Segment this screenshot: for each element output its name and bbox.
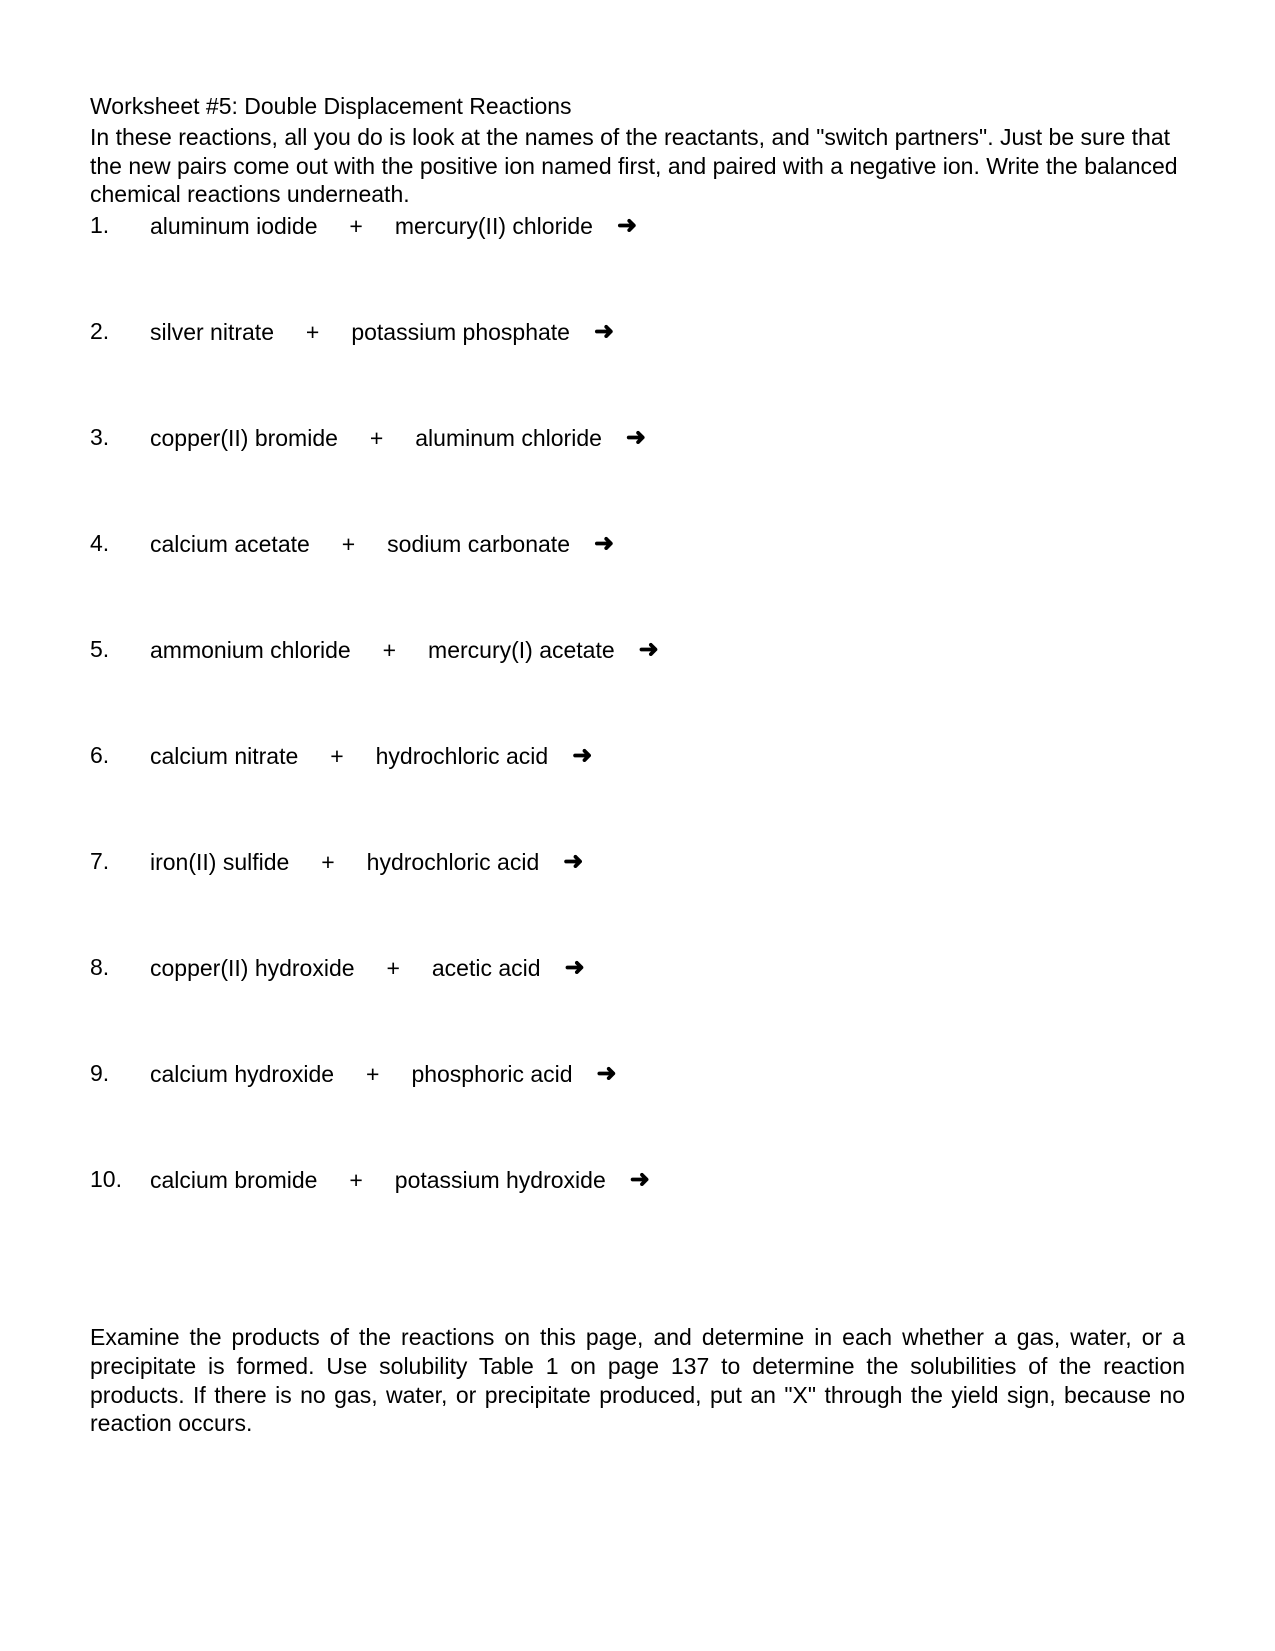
problem-number: 4. [90,529,150,558]
reactant-2: potassium phosphate [351,318,570,347]
problem-number: 2. [90,317,150,346]
reactant-1: iron(II) sulfide [150,848,289,877]
worksheet-page: Worksheet #5: Double Displacement Reacti… [0,0,1275,1651]
reactant-1: calcium acetate [150,530,310,559]
problem-number: 10. [90,1165,150,1194]
reactant-1: calcium hydroxide [150,1060,334,1089]
plus-sign: + [298,742,375,771]
yields-arrow-icon: ➜ [594,317,614,347]
reactant-1: calcium bromide [150,1166,317,1195]
reactant-2: potassium hydroxide [395,1166,606,1195]
reactant-1: ammonium chloride [150,636,351,665]
problem-number: 5. [90,635,150,664]
reaction-equation: calcium nitrate + hydrochloric acid ➜ [150,741,592,771]
reactant-2: hydrochloric acid [367,848,540,877]
yields-arrow-icon: ➜ [617,211,637,241]
problem-number: 6. [90,741,150,770]
problem-row: 5.ammonium chloride + mercury(I) acetate… [90,635,1185,741]
reaction-equation: ammonium chloride + mercury(I) acetate ➜ [150,635,659,665]
worksheet-title: Worksheet #5: Double Displacement Reacti… [90,92,1185,121]
yields-arrow-icon: ➜ [565,953,585,983]
problem-row: 2.silver nitrate + potassium phosphate ➜ [90,317,1185,423]
plus-sign: + [274,318,351,347]
reactant-2: hydrochloric acid [376,742,549,771]
problem-row: 6.calcium nitrate + hydrochloric acid ➜ [90,741,1185,847]
problem-number: 7. [90,847,150,876]
reactant-2: sodium carbonate [387,530,570,559]
plus-sign: + [355,954,432,983]
reaction-equation: iron(II) sulfide + hydrochloric acid ➜ [150,847,583,877]
reaction-equation: copper(II) bromide + aluminum chloride ➜ [150,423,646,453]
reactant-1: silver nitrate [150,318,274,347]
reaction-equation: copper(II) hydroxide + acetic acid ➜ [150,953,585,983]
problem-list: 1.aluminum iodide + mercury(II) chloride… [90,211,1185,1271]
reaction-equation: silver nitrate + potassium phosphate ➜ [150,317,614,347]
reactant-2: mercury(II) chloride [395,212,593,241]
problem-row: 3.copper(II) bromide + aluminum chloride… [90,423,1185,529]
yields-arrow-icon: ➜ [572,741,592,771]
plus-sign: + [317,1166,394,1195]
reactant-1: aluminum iodide [150,212,317,241]
problem-number: 3. [90,423,150,452]
yields-arrow-icon: ➜ [563,847,583,877]
reaction-equation: aluminum iodide + mercury(II) chloride ➜ [150,211,637,241]
intro-paragraph: In these reactions, all you do is look a… [90,123,1185,209]
yields-arrow-icon: ➜ [630,1165,650,1195]
problem-number: 8. [90,953,150,982]
plus-sign: + [351,636,428,665]
problem-row: 10.calcium bromide + potassium hydroxide… [90,1165,1185,1271]
plus-sign: + [338,424,415,453]
footer-paragraph: Examine the products of the reactions on… [90,1323,1185,1438]
yields-arrow-icon: ➜ [639,635,659,665]
reactant-2: phosphoric acid [411,1060,572,1089]
problem-row: 4.calcium acetate + sodium carbonate ➜ [90,529,1185,635]
reaction-equation: calcium hydroxide + phosphoric acid ➜ [150,1059,617,1089]
reactant-2: mercury(I) acetate [428,636,615,665]
problem-row: 8.copper(II) hydroxide + acetic acid ➜ [90,953,1185,1059]
reaction-equation: calcium bromide + potassium hydroxide ➜ [150,1165,650,1195]
problem-number: 1. [90,211,150,240]
plus-sign: + [289,848,366,877]
plus-sign: + [310,530,387,559]
plus-sign: + [334,1060,411,1089]
problem-row: 7.iron(II) sulfide + hydrochloric acid ➜ [90,847,1185,953]
problem-number: 9. [90,1059,150,1088]
yields-arrow-icon: ➜ [594,529,614,559]
yields-arrow-icon: ➜ [626,423,646,453]
problem-row: 9.calcium hydroxide + phosphoric acid ➜ [90,1059,1185,1165]
reactant-2: aluminum chloride [415,424,602,453]
reactant-2: acetic acid [432,954,541,983]
problem-row: 1.aluminum iodide + mercury(II) chloride… [90,211,1185,317]
reactant-1: copper(II) hydroxide [150,954,355,983]
reaction-equation: calcium acetate + sodium carbonate ➜ [150,529,614,559]
reactant-1: copper(II) bromide [150,424,338,453]
yields-arrow-icon: ➜ [597,1059,617,1089]
reactant-1: calcium nitrate [150,742,298,771]
plus-sign: + [317,212,394,241]
